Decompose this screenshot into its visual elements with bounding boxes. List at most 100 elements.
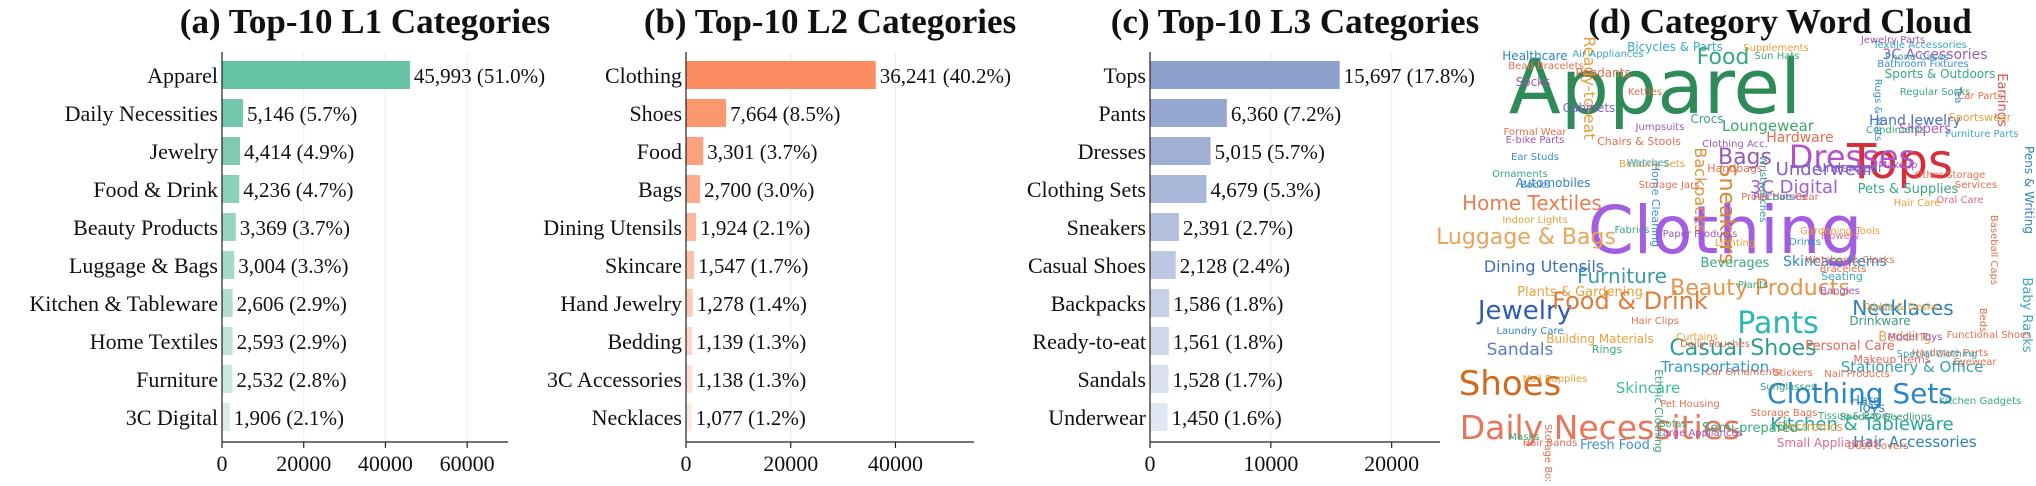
bar — [222, 213, 236, 241]
value-label: 1,528 (1.7%) — [1172, 368, 1282, 392]
bar — [1150, 213, 1179, 241]
word-cloud-word: Skincare — [1616, 379, 1680, 397]
category-label: Underwear — [1048, 405, 1146, 430]
word-cloud-word: Kettles — [1628, 87, 1662, 98]
word-cloud-word: Textile Accessories — [1872, 40, 1967, 51]
category-label: Hand Jewelry — [560, 291, 682, 316]
word-cloud-word: Cabinets — [1563, 101, 1616, 115]
word-cloud-word: Food & Drink — [1552, 287, 1708, 315]
word-cloud-word: Storage Bags — [1751, 408, 1818, 419]
word-cloud-word: Automobiles — [1516, 176, 1591, 190]
word-cloud-word: Daily Pouches — [1680, 339, 1750, 350]
value-label: 6,360 (7.2%) — [1231, 102, 1341, 126]
bar — [222, 175, 240, 203]
bar — [222, 251, 235, 279]
word-cloud-word: E-bike Parts — [1506, 135, 1565, 146]
word-cloud-word: Ready-to-eat — [1580, 36, 1599, 139]
word-cloud-word: Model Toys — [1888, 332, 1943, 343]
x-tick-label: 20000 — [763, 451, 818, 476]
word-cloud-word: Protective Gear — [1741, 192, 1819, 203]
category-label: Luggage & Bags — [69, 253, 218, 278]
chart-panel-3: (c) Top-10 L3 Categories Tops 15,697 (17.8… — [1027, 2, 1479, 476]
bar — [686, 61, 876, 89]
value-label: 4,414 (4.9%) — [244, 140, 354, 164]
word-cloud-word: Ornaments — [1492, 169, 1548, 180]
word-cloud-word: Shoes — [1459, 364, 1562, 404]
bar — [686, 213, 697, 241]
word-cloud-word: Clothing Acc. — [1702, 139, 1768, 150]
word-cloud-word: Stickers — [1773, 368, 1812, 379]
category-label: Clothing — [605, 63, 682, 88]
word-cloud-word: Air Appliances — [1572, 49, 1643, 60]
bar — [686, 289, 693, 317]
category-label: Sandals — [1078, 367, 1146, 392]
word-cloud-word: Pets & Supplies — [1858, 182, 1959, 197]
word-cloud-word: Hats — [1850, 394, 1880, 409]
word-cloud-word: Storage Jars — [1639, 180, 1700, 191]
category-label: Dresses — [1078, 139, 1146, 164]
word-cloud-word: Chairs & Stools — [1597, 135, 1681, 148]
value-label: 3,369 (3.7%) — [240, 216, 350, 240]
value-label: 5,015 (5.7%) — [1215, 140, 1325, 164]
word-cloud-word: Food — [1697, 45, 1750, 70]
value-label: 3,301 (3.7%) — [707, 140, 817, 164]
word-cloud-word: Slippers — [1899, 122, 1951, 137]
bar — [222, 99, 244, 127]
word-cloud-word: Clothing — [1588, 192, 1863, 269]
word-cloud-word: Functional Shoes — [1947, 330, 2032, 341]
word-cloud-word: Personal Care — [1805, 339, 1895, 354]
bar — [686, 137, 704, 165]
category-label: Bags — [638, 177, 682, 202]
word-cloud-word: Masks — [1509, 432, 1540, 443]
value-label: 2,700 (3.0%) — [704, 178, 814, 202]
category-label: Kitchen & Tableware — [29, 291, 218, 316]
word-cloud-word: Services — [1955, 180, 1997, 191]
bar — [686, 175, 701, 203]
word-cloud-word: Jumpsuits — [1635, 122, 1685, 133]
word-cloud-word: Hardware Parts — [1912, 348, 1988, 359]
word-cloud-word: Tissue & Paper — [1817, 411, 1893, 422]
word-cloud-word: Paper Products — [1663, 229, 1738, 240]
word-cloud-word: Kitchen & Tableware — [1770, 414, 1954, 435]
word-cloud-word: 3C Accessories — [1882, 47, 1987, 63]
word-cloud-word: Bags — [1718, 145, 1772, 170]
value-label: 1,547 (1.7%) — [698, 254, 808, 278]
word-cloud-word: Clothing Sets — [1767, 377, 1953, 410]
x-tick-label: 40000 — [868, 451, 923, 476]
word-cloud-word: Ethnic Clothing — [1652, 369, 1665, 453]
word-cloud-word: Furniture Parts — [1945, 129, 2018, 140]
word-cloud-word: Small Appliances — [1777, 436, 1879, 450]
bar — [1150, 175, 1207, 203]
word-cloud-word: Toys — [1856, 401, 1885, 416]
word-cloud-word: Hair Clips — [1631, 316, 1679, 327]
word-cloud-word: Sun Hats — [1755, 51, 1800, 62]
chart-title: (b) Top-10 L2 Categories — [644, 2, 1016, 41]
word-cloud-word: Formal Wear — [1504, 127, 1568, 138]
word-cloud-word: Underwear — [1776, 159, 1875, 180]
category-label: Ready-to-eat — [1032, 329, 1146, 354]
value-label: 1,924 (2.1%) — [700, 216, 810, 240]
word-cloud-word: Jewelry Parts — [1860, 35, 1925, 46]
value-label: 2,593 (2.9%) — [237, 330, 347, 354]
word-cloud-word: Dining Utensils — [1484, 257, 1604, 276]
category-label: Casual Shoes — [1028, 253, 1146, 278]
word-cloud-word: Tea — [1952, 86, 1963, 104]
word-cloud-word: Indoor Lights — [1502, 215, 1567, 226]
word-cloud-word: Sports & Outdoors — [1885, 67, 1996, 81]
word-cloud-word: Bead Bracelets — [1508, 61, 1583, 72]
word-cloud-word: Laundry Care — [1496, 326, 1563, 337]
word-cloud-word: Tables & Desks — [1861, 302, 1937, 313]
word-cloud-word: Transportation — [1660, 358, 1769, 376]
word-cloud-word: Bedding — [1878, 330, 1932, 345]
value-label: 1,139 (1.3%) — [696, 330, 806, 354]
category-label: Food — [637, 139, 682, 164]
word-cloud-word: Sandals — [1487, 340, 1554, 360]
word-cloud-word: Bathroom Fixtures — [1877, 59, 1969, 70]
category-label: Apparel — [147, 63, 218, 88]
word-cloud-word: Drinks — [1789, 237, 1821, 248]
x-tick-label: 20000 — [276, 451, 331, 476]
value-label: 4,236 (4.7%) — [243, 178, 353, 202]
word-cloud-word: Plants — [1738, 280, 1768, 291]
word-cloud: (d) Category Word CloudApparelClothingTo… — [1436, 2, 2036, 486]
x-tick-label: 0 — [1145, 451, 1156, 476]
